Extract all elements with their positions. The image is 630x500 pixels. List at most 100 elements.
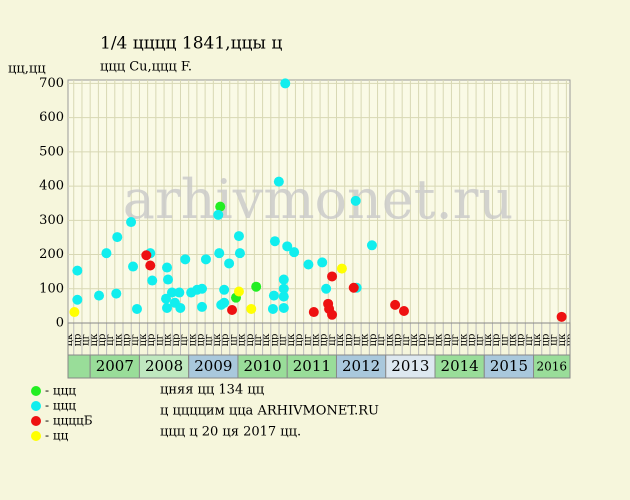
point — [234, 248, 245, 259]
year-label: 2013 — [391, 357, 429, 375]
legend-marker — [31, 386, 41, 396]
point — [174, 287, 185, 298]
column-label: цр — [72, 334, 83, 347]
point — [278, 302, 289, 313]
column-label: цк — [458, 333, 469, 346]
point — [336, 263, 347, 274]
year-label: 2009 — [194, 357, 232, 375]
column-label: цк — [508, 333, 519, 346]
column-label: цр — [122, 334, 133, 347]
point — [180, 254, 191, 265]
point — [219, 297, 230, 308]
point — [126, 217, 137, 228]
point — [327, 309, 338, 320]
column-label: цр — [417, 334, 428, 347]
column-label: цг — [549, 334, 560, 346]
column-label: цк — [434, 333, 445, 346]
column-label: цк — [261, 333, 272, 346]
column-label: цр — [565, 334, 576, 347]
point — [163, 274, 174, 285]
column-label: цк — [286, 333, 297, 346]
column-label: цк — [163, 333, 174, 346]
point — [278, 283, 289, 294]
column-label: цр — [171, 334, 182, 347]
column-label: цг — [204, 334, 215, 346]
point — [269, 236, 280, 247]
point — [282, 241, 293, 252]
legend-marker — [31, 401, 41, 411]
y-tick-label: 500 — [39, 144, 64, 159]
column-label: цр — [368, 334, 379, 347]
point — [390, 299, 401, 310]
year-label: 2007 — [96, 357, 134, 375]
point — [162, 262, 173, 273]
year-box-lead — [67, 354, 91, 379]
column-label: цг — [425, 334, 436, 346]
point — [327, 271, 338, 282]
legend-marker — [31, 416, 41, 426]
y-tick-label: 400 — [39, 179, 64, 194]
point — [219, 284, 230, 295]
point — [350, 195, 361, 206]
column-label: цг — [228, 334, 239, 346]
point — [303, 259, 314, 270]
point — [200, 254, 211, 265]
column-label: цк — [384, 333, 395, 346]
note: ц ццццим цца ARHIVMONET.RU — [160, 404, 379, 419]
column-label: цг — [278, 334, 289, 346]
y-tick-label: 0 — [56, 316, 64, 331]
column-label: цр — [294, 334, 305, 347]
axis-box — [67, 322, 571, 379]
column-label: цг — [376, 334, 387, 346]
column-label: цг — [154, 334, 165, 346]
column-label: цр — [269, 334, 280, 347]
column-label: цр — [97, 334, 108, 347]
column-label: цг — [105, 334, 116, 346]
column-label: цг — [81, 334, 92, 346]
point — [278, 274, 289, 285]
column-label: цр — [196, 334, 207, 347]
point — [94, 290, 105, 301]
y-tick-label: 700 — [39, 76, 64, 91]
note: цняя цц 134 цц — [160, 383, 264, 398]
column-label: цк — [187, 333, 198, 346]
column-label: цк — [113, 333, 124, 346]
column-label: цк — [138, 333, 149, 346]
point — [246, 303, 257, 314]
point — [317, 257, 328, 268]
column-label: цг — [253, 334, 264, 346]
point — [145, 260, 156, 271]
column-label: цк — [64, 333, 75, 346]
legend-label: - ццццБ — [45, 414, 93, 428]
point — [162, 302, 173, 313]
point — [267, 303, 278, 314]
point — [556, 311, 567, 322]
point — [111, 288, 122, 299]
point — [101, 248, 112, 259]
point — [72, 265, 83, 276]
year-label: 2016 — [536, 360, 567, 374]
y-tick-label: 300 — [39, 213, 64, 228]
column-label: цр — [146, 334, 157, 347]
column-label: цг — [327, 334, 338, 346]
column-label: цр — [220, 334, 231, 347]
watermark: arhivmonet.ru — [123, 168, 513, 231]
point — [213, 209, 224, 220]
chart-subtitle: ццц Cu,ццц F. — [100, 60, 192, 75]
column-label: цг — [179, 334, 190, 346]
note: ццц ц 20 ця 2017 цц. — [160, 425, 301, 440]
column-label: цк — [409, 333, 420, 346]
column-label: цг — [130, 334, 141, 346]
column-label: цг — [401, 334, 412, 346]
column-label: цк — [360, 333, 371, 346]
point — [251, 281, 262, 292]
point — [268, 290, 279, 301]
column-label: цк — [310, 333, 321, 346]
year-label: 2010 — [243, 357, 281, 375]
year-label: 2012 — [342, 357, 380, 375]
year-label: 2014 — [441, 357, 479, 375]
y-tick-label: 600 — [39, 110, 64, 125]
year-label: 2015 — [490, 357, 528, 375]
column-label: цг — [499, 334, 510, 346]
